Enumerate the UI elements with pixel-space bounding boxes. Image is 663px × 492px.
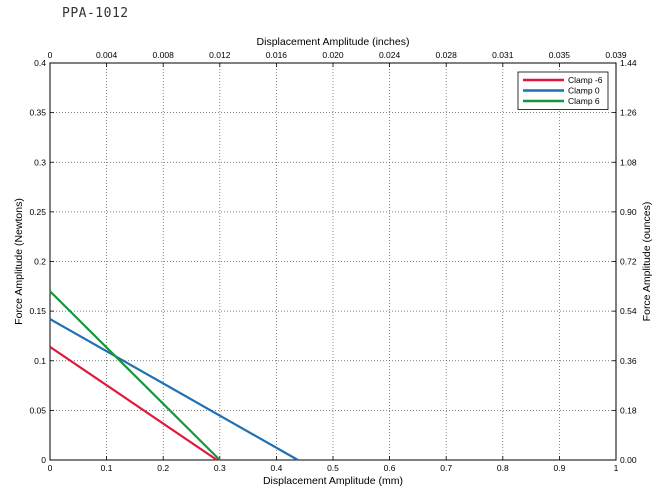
series-line-clamp-0 (49, 318, 299, 461)
x-tick-label: 0 (48, 463, 53, 473)
y-tick-label: 0.4 (34, 58, 46, 68)
page-title: PPA-1012 (62, 6, 129, 21)
x2-axis-label: Displacement Amplitude (inches) (257, 36, 410, 48)
x-tick-label: 0.5 (327, 463, 339, 473)
y-tick-label: 0.35 (29, 108, 46, 118)
x2-tick-label: 0.039 (605, 50, 627, 60)
y2-tick-label: 1.44 (620, 58, 637, 68)
legend-label: Clamp 0 (568, 86, 600, 96)
x2-tick-label: 0.020 (322, 50, 344, 60)
ticks: 000.10.0040.20.0080.30.0120.40.0160.50.0… (29, 50, 636, 473)
x2-tick-label: 0.004 (96, 50, 118, 60)
x2-tick-label: 0 (48, 50, 53, 60)
y2-tick-label: 1.26 (620, 108, 637, 118)
x2-tick-label: 0.016 (266, 50, 288, 60)
grid (50, 63, 616, 460)
x-tick-label: 0.4 (270, 463, 282, 473)
y2-tick-label: 0.72 (620, 257, 637, 267)
y2-tick-label: 0.00 (620, 455, 637, 465)
y-tick-label: 0 (41, 455, 46, 465)
y2-axis-label: Force Amplitude (ounces) (641, 202, 653, 322)
series-line-clamp--6 (49, 345, 218, 461)
y-axis-label: Force Amplitude (Newtons) (13, 198, 25, 325)
x-tick-label: 0.7 (440, 463, 452, 473)
x2-tick-label: 0.031 (492, 50, 514, 60)
y-tick-label: 0.25 (29, 207, 46, 217)
x2-tick-label: 0.028 (436, 50, 458, 60)
y-tick-label: 0.2 (34, 257, 46, 267)
y-tick-label: 0.3 (34, 157, 46, 167)
x-tick-label: 0.3 (214, 463, 226, 473)
series-line-clamp-6 (49, 290, 221, 461)
legend-label: Clamp -6 (568, 75, 603, 85)
x-tick-label: 0.8 (497, 463, 509, 473)
x-axis-label: Displacement Amplitude (mm) (263, 475, 403, 487)
x2-tick-label: 0.008 (153, 50, 175, 60)
y-tick-label: 0.15 (29, 306, 46, 316)
y2-tick-label: 1.08 (620, 157, 637, 167)
x-tick-label: 0.1 (101, 463, 113, 473)
series-lines (49, 290, 299, 461)
y2-tick-label: 0.90 (620, 207, 637, 217)
y2-tick-label: 0.36 (620, 356, 637, 366)
x2-tick-label: 0.024 (379, 50, 401, 60)
legend-label: Clamp 6 (568, 96, 600, 106)
x-tick-label: 0.2 (157, 463, 169, 473)
x2-tick-label: 0.012 (209, 50, 231, 60)
y-tick-label: 0.05 (29, 405, 46, 415)
y-tick-label: 0.1 (34, 356, 46, 366)
x-tick-label: 1 (614, 463, 619, 473)
x-tick-label: 0.6 (384, 463, 396, 473)
y2-tick-label: 0.54 (620, 306, 637, 316)
y2-tick-label: 0.18 (620, 405, 637, 415)
x2-tick-label: 0.035 (549, 50, 571, 60)
x-tick-label: 0.9 (553, 463, 565, 473)
